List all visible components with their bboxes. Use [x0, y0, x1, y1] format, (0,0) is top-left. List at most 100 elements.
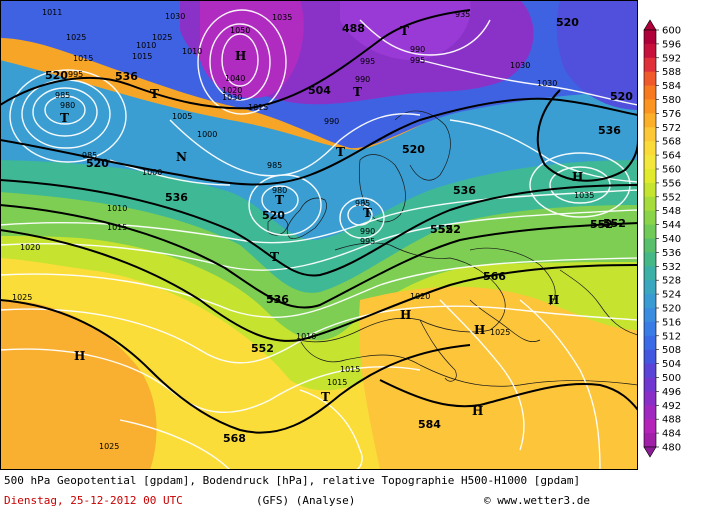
legend-value: 568 [662, 137, 681, 148]
legend-swatch [644, 238, 656, 253]
isobar-label: 985 [267, 161, 282, 170]
legend-swatch [644, 71, 656, 87]
legend-swatch [644, 113, 656, 128]
isobar-label: 935 [455, 10, 470, 19]
legend-swatch [644, 43, 656, 59]
isobar-label: 985 [355, 199, 370, 208]
legend-swatch [644, 335, 656, 351]
legend-swatch [644, 127, 656, 142]
legend-swatch [644, 294, 656, 309]
legend-value: 580 [662, 95, 681, 106]
weather-map: T T T T T T T T T H H H H H H H N 520 53… [0, 0, 638, 470]
isobar-label: 1025 [152, 33, 172, 42]
pressure-systems: T T T T T T T T T H H H H H H H N [60, 24, 583, 418]
isobar-label: 1010 [296, 332, 316, 341]
geopotential-label: 536 [266, 293, 289, 306]
isobar-label: 1015 [107, 223, 127, 232]
field-band-orange-sw [0, 300, 157, 470]
legend-swatch [644, 155, 656, 170]
geopotential-label: 584 [418, 418, 441, 431]
isobar-label: 1020 [410, 292, 430, 301]
legend-swatch [644, 391, 656, 406]
isobar-label: 980 [60, 101, 75, 110]
high-marker: H [235, 49, 246, 63]
legend-value: 504 [662, 359, 681, 370]
legend-value: 528 [662, 276, 681, 287]
geopotential-label: 552 [438, 223, 461, 236]
legend-arrow-up [643, 19, 657, 31]
high-marker: H [548, 293, 559, 307]
legend-swatch [644, 30, 656, 45]
credit-link[interactable]: © www.wetter3.de [484, 494, 590, 507]
field-band-blue-corner [556, 0, 638, 110]
field-band-teal [0, 150, 638, 293]
geopotential-label: 520 [556, 16, 579, 29]
isobar-label: 1010 [136, 41, 156, 50]
high-marker: H [472, 404, 483, 418]
legend-value: 532 [662, 262, 681, 273]
isobar-label: 995 [360, 237, 375, 246]
isobar-label: 995 [360, 57, 375, 66]
low-marker: T [400, 24, 409, 38]
legend-swatch [644, 280, 656, 295]
legend-value: 508 [662, 345, 681, 356]
legend-swatch [644, 252, 656, 267]
legend-value: 584 [662, 81, 681, 92]
coastlines [267, 110, 638, 387]
legend-swatch [644, 182, 656, 198]
high-marker: H [400, 308, 411, 322]
low-marker: T [275, 193, 284, 207]
isobar-label: 1015 [132, 52, 152, 61]
isobar-label: 1030 [222, 93, 242, 102]
isobar-label: 1020 [222, 86, 242, 95]
legend-swatch [644, 210, 656, 226]
isobar-label: 1015 [248, 103, 268, 112]
legend-value: 520 [662, 304, 681, 315]
legend-swatch [644, 141, 656, 156]
isobar-label: 1030 [165, 12, 185, 21]
n-marker: N [176, 150, 187, 164]
geopotential-label: 520 [45, 69, 68, 82]
isobar-label: 1015 [327, 378, 347, 387]
legend-swatch [644, 196, 656, 212]
legend-value: 492 [662, 401, 681, 412]
low-marker: T [353, 85, 362, 99]
geopotential-label: 520 [610, 90, 633, 103]
isobar-label: 1010 [107, 204, 127, 213]
legend-swatch [644, 377, 656, 392]
isobar-label: 1010 [182, 47, 202, 56]
isobar-label: 1030 [537, 79, 557, 88]
geopotential-label: 488 [342, 22, 365, 35]
isobar-label: 1020 [20, 243, 40, 252]
geopotential-labels: 520 536 520 488 504 520 536 552 536 520 … [45, 16, 633, 445]
legend-swatch [644, 85, 656, 100]
legend-value: 536 [662, 248, 681, 259]
legend-swatch [644, 224, 656, 239]
isobars [0, 9, 638, 470]
legend-value: 524 [662, 290, 681, 301]
legend-value: 572 [662, 123, 681, 134]
isobar-label: 1005 [172, 112, 192, 121]
geopotential-contours [0, 9, 638, 434]
legend-swatch [644, 433, 656, 448]
isobar-label: 1025 [66, 33, 86, 42]
legend-swatch [644, 99, 656, 114]
geopotential-label: 536 [453, 184, 476, 197]
low-marker: T [363, 206, 372, 220]
map-border [0, 0, 638, 470]
isobar-label: 985 [82, 151, 97, 160]
low-marker: T [150, 87, 159, 101]
legend-value: 480 [662, 443, 681, 454]
color-legend: 600 596 592 588 584 580 576 572 568 564 560 556 552 5… [643, 19, 681, 458]
legend-swatch [644, 57, 656, 73]
isobar-label: 1035 [574, 191, 594, 200]
legend-values: 600 596 592 588 584 580 576 572 568 564 560 556 552 5… [656, 26, 681, 454]
legend-value: 484 [662, 429, 681, 440]
geopotential-label: 536 [598, 124, 621, 137]
legend-value: 588 [662, 67, 681, 78]
field-band-orange-east [359, 286, 638, 470]
isobar-label: 995 [410, 56, 425, 65]
map-footer: 500 hPa Geopotential [gpdam], Bodendruck… [0, 470, 638, 513]
legend-color-bar [643, 19, 657, 458]
high-marker: H [474, 323, 485, 337]
